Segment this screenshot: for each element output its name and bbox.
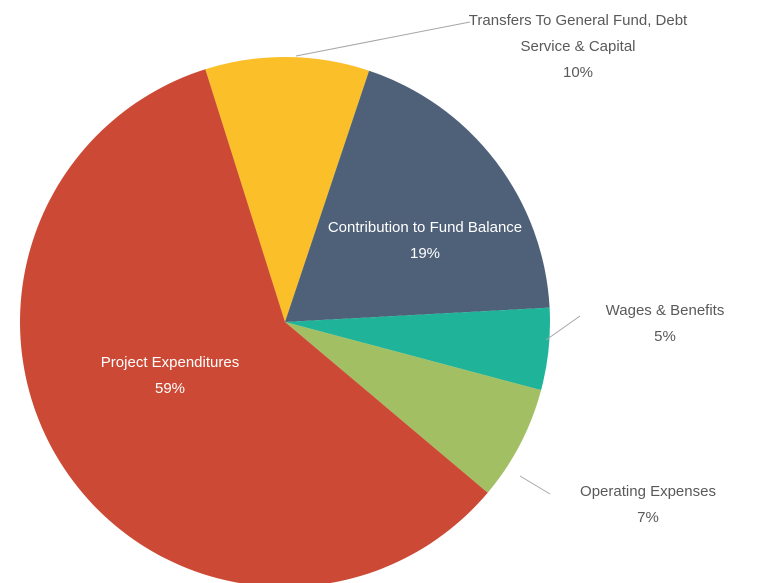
value-label: 59% (154, 380, 186, 397)
slice-label: Transfers To General Fund, Debt Service … (468, 8, 688, 86)
pie-slice (285, 322, 542, 493)
slice-label: Project Expenditures 59% (60, 350, 280, 402)
value-label: 19% (409, 245, 441, 262)
leader-line (295, 21, 471, 57)
pie-slice (285, 70, 550, 322)
pie-slice (20, 69, 488, 583)
pie-slice (285, 307, 550, 391)
slices (20, 56, 550, 583)
slice-label: Operating Expenses 7% (548, 479, 748, 531)
category-label: Project Expenditures (100, 354, 240, 371)
category-label: Contribution to Fund Balance (327, 219, 523, 236)
pie-slice (205, 56, 370, 322)
slice-label: Contribution to Fund Balance 19% (315, 215, 535, 267)
leader-line (545, 315, 581, 341)
category-label: Wages & Benefits (605, 302, 725, 319)
category-label: Operating Expenses (580, 483, 716, 500)
value-label: 10% (562, 64, 594, 81)
slice-label: Wages & Benefits 5% (565, 298, 765, 350)
category-label: Transfers To General Fund, Debt Service … (468, 12, 688, 55)
value-label: 7% (637, 509, 659, 526)
leader-line (519, 475, 551, 495)
value-label: 5% (654, 328, 676, 345)
